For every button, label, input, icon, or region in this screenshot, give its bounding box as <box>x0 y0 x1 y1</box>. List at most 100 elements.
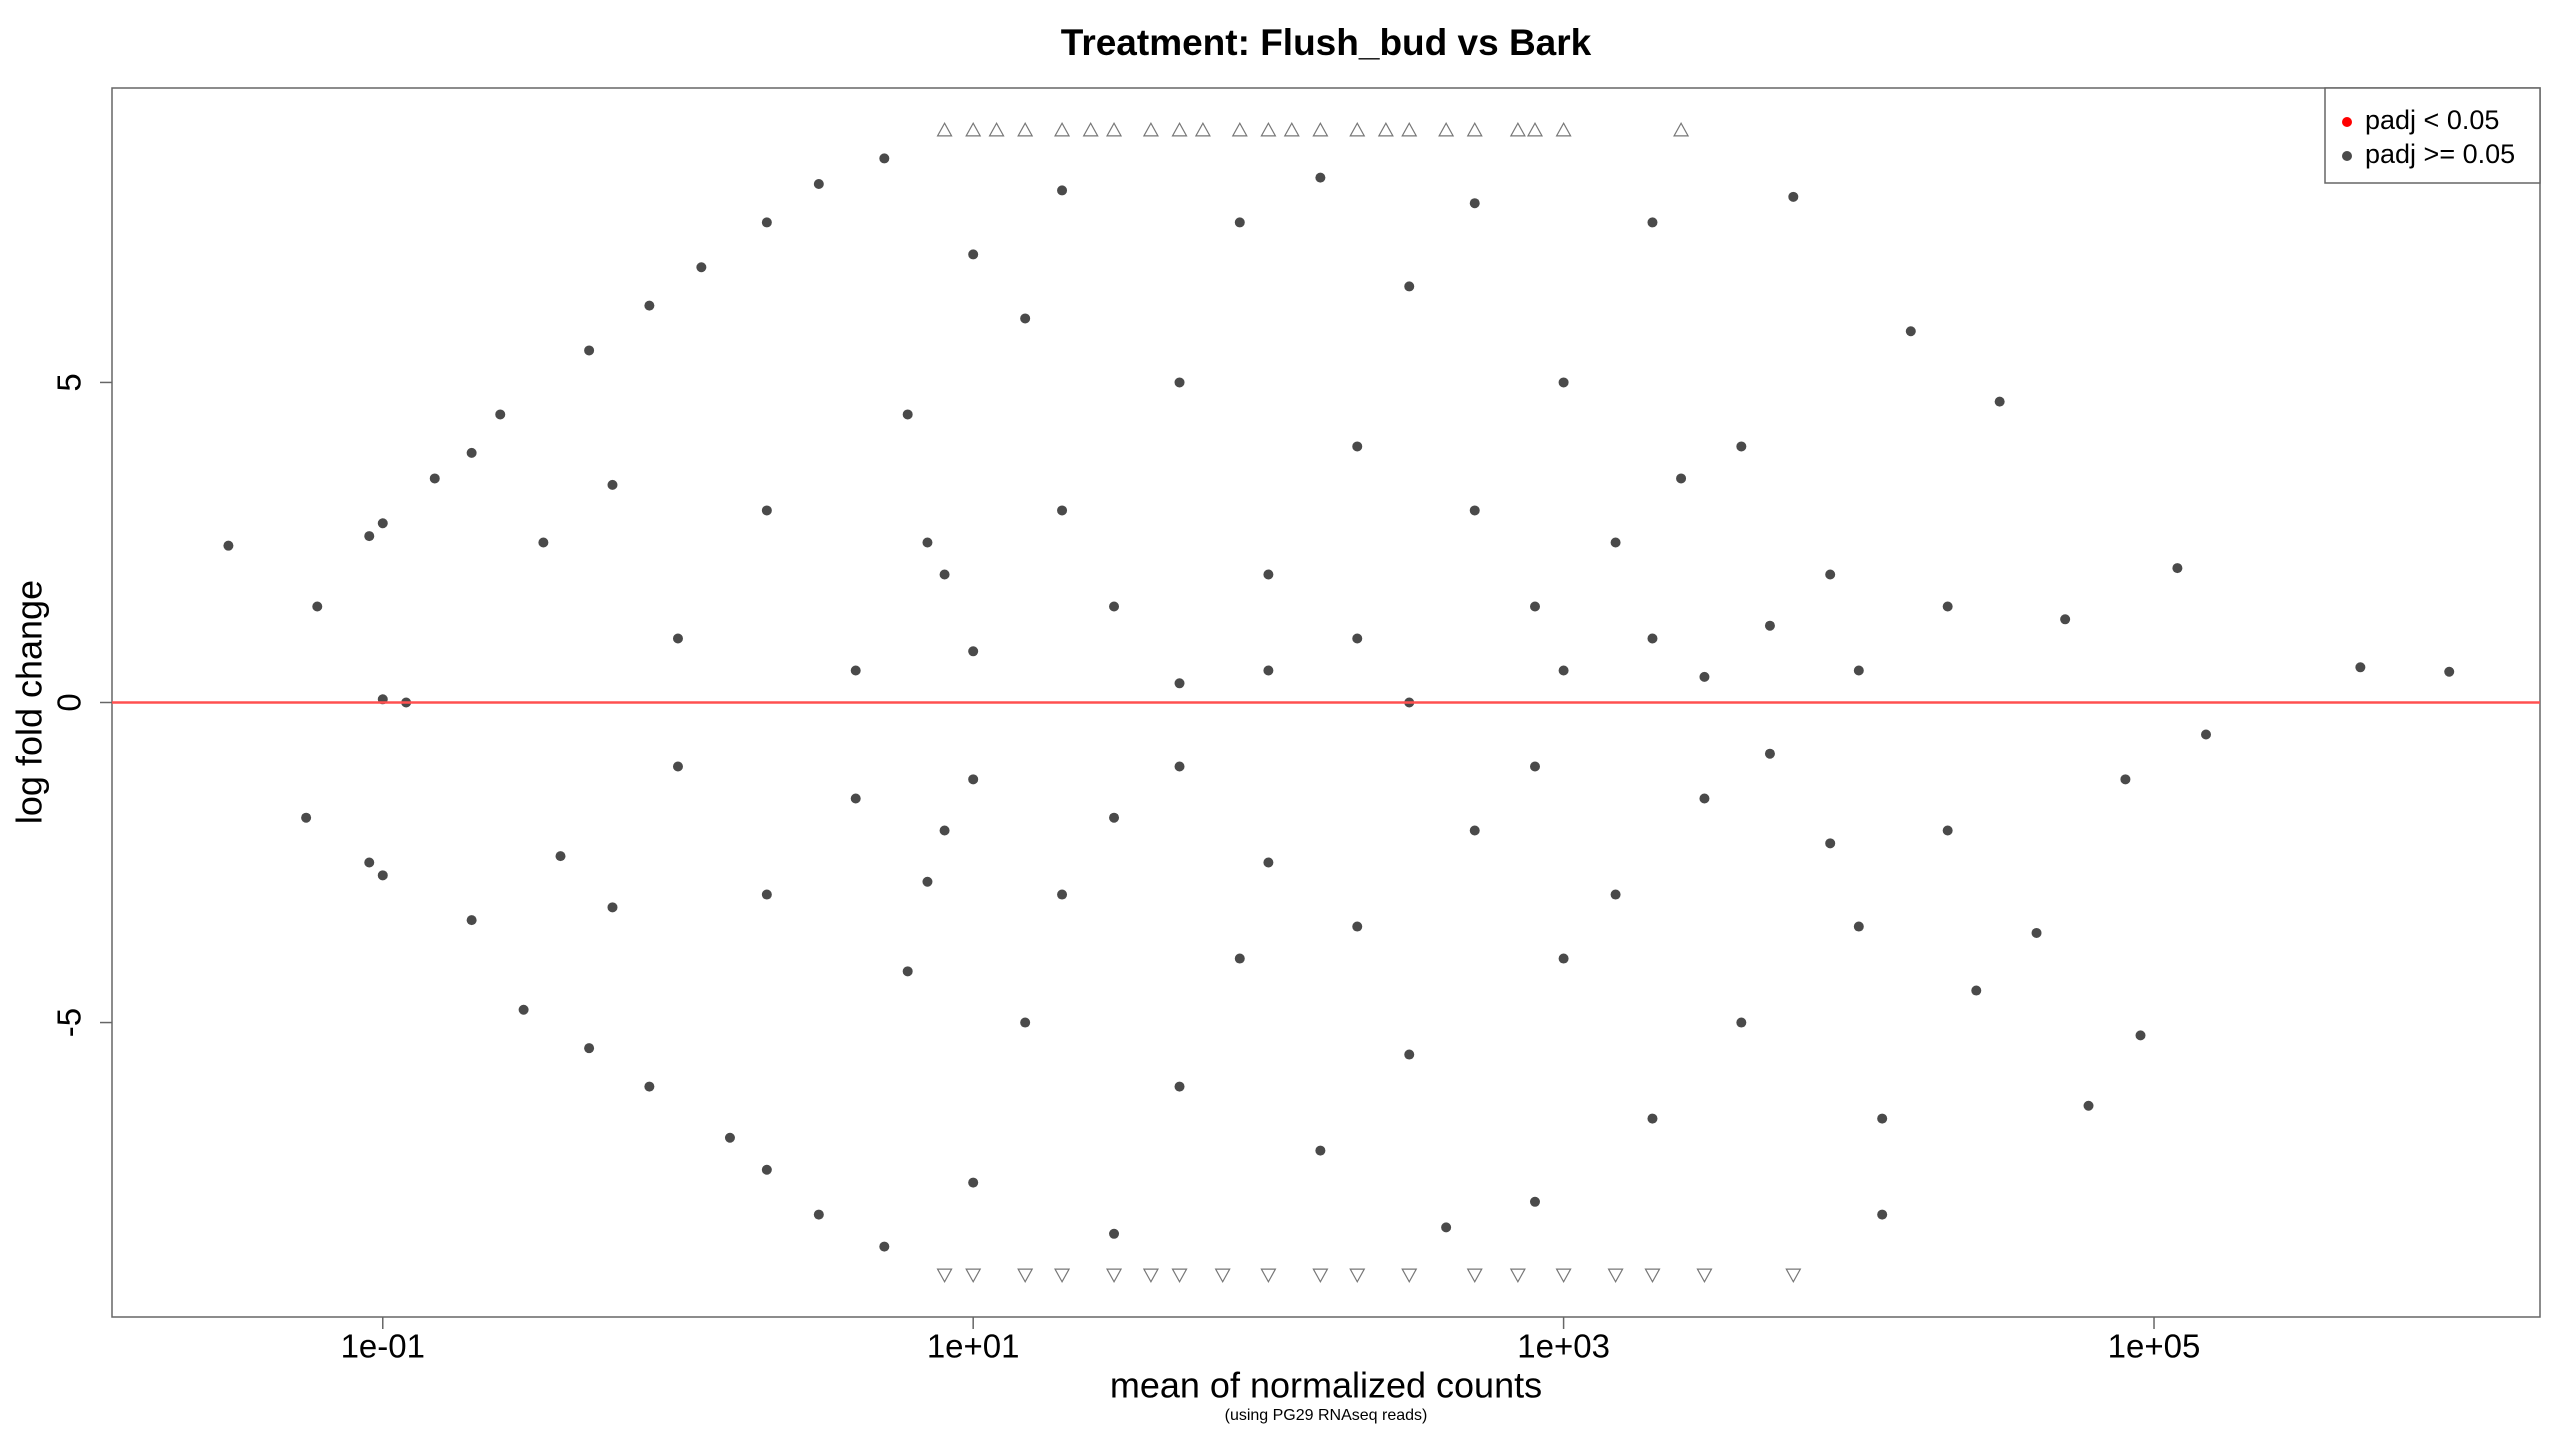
clipped-point <box>1349 1268 1366 1283</box>
point <box>1853 921 1864 932</box>
clipped-point <box>1438 122 1455 137</box>
point <box>922 876 933 887</box>
point <box>1263 569 1274 580</box>
point <box>813 1209 824 1220</box>
point <box>2083 1100 2094 1111</box>
point <box>1109 601 1120 612</box>
clipped-point <box>1466 1268 1483 1283</box>
point <box>1647 1113 1658 1124</box>
clipped-point <box>1509 122 1526 137</box>
point <box>1174 377 1185 388</box>
point <box>2444 666 2455 677</box>
point <box>1469 505 1480 516</box>
point <box>223 540 234 551</box>
chart-title: Treatment: Flush_bud vs Bark <box>1061 22 1592 63</box>
point <box>1764 748 1775 759</box>
point <box>813 179 824 190</box>
point <box>584 1043 595 1054</box>
point <box>1825 838 1836 849</box>
point <box>1109 1228 1120 1239</box>
point <box>922 537 933 548</box>
point <box>429 473 440 484</box>
point <box>1788 191 1799 202</box>
point <box>1315 172 1326 183</box>
point <box>1469 825 1480 836</box>
x-tick-label: 1e+01 <box>927 1328 1020 1365</box>
point <box>584 345 595 356</box>
clipped-point <box>1509 1268 1526 1283</box>
point <box>761 889 772 900</box>
point <box>538 537 549 548</box>
point <box>1905 326 1916 337</box>
y-tick-label: 0 <box>51 693 88 711</box>
legend-box <box>2324 87 2541 184</box>
point <box>1971 985 1982 996</box>
point <box>1174 1081 1185 1092</box>
clipped-point <box>1377 122 1394 137</box>
point <box>607 902 618 913</box>
y-tick-label: 5 <box>51 373 88 391</box>
clipped-point <box>1054 122 1071 137</box>
point <box>672 761 683 772</box>
point <box>1057 185 1068 196</box>
point <box>2120 774 2131 785</box>
point <box>1020 313 1031 324</box>
point <box>724 1132 735 1143</box>
clipped-point <box>1214 1268 1231 1283</box>
point <box>1404 281 1415 292</box>
point <box>1736 441 1747 452</box>
point <box>555 851 566 862</box>
point <box>879 153 890 164</box>
clipped-point <box>1401 1268 1418 1283</box>
point <box>364 857 375 868</box>
point <box>518 1004 529 1015</box>
clipped-point <box>1082 122 1099 137</box>
point <box>1529 601 1540 612</box>
point <box>761 1164 772 1175</box>
point <box>761 217 772 228</box>
point <box>1994 396 2005 407</box>
point <box>902 409 913 420</box>
clipped-point <box>1785 1268 1802 1283</box>
point <box>1234 953 1245 964</box>
point <box>1558 665 1569 676</box>
y-tick-label: -5 <box>51 1008 88 1037</box>
point <box>1699 671 1710 682</box>
clipped-point <box>1673 122 1690 137</box>
point <box>968 774 979 785</box>
point <box>1057 505 1068 516</box>
point <box>1610 889 1621 900</box>
clipped-point <box>936 122 953 137</box>
point <box>1877 1113 1888 1124</box>
point <box>1699 793 1710 804</box>
point <box>902 966 913 977</box>
clipped-point <box>1555 122 1572 137</box>
point <box>879 1241 890 1252</box>
point <box>761 505 772 516</box>
clipped-point <box>1555 1268 1572 1283</box>
point <box>1647 633 1658 644</box>
legend-marker <box>2342 117 2352 127</box>
x-axis-label: mean of normalized counts <box>1110 1365 1542 1406</box>
point <box>1877 1209 1888 1220</box>
clipped-point <box>1017 122 1034 137</box>
point <box>466 447 477 458</box>
point <box>1469 198 1480 209</box>
point <box>1109 812 1120 823</box>
point <box>2031 927 2042 938</box>
point <box>2201 729 2212 740</box>
point <box>2172 563 2183 574</box>
clipped-point <box>1142 122 1159 137</box>
x-axis-sublabel: (using PG29 RNAseq reads) <box>1225 1407 1428 1424</box>
point <box>850 793 861 804</box>
clipped-point <box>1106 122 1123 137</box>
point <box>939 569 950 580</box>
clipped-point <box>936 1268 953 1283</box>
clipped-point <box>1401 122 1418 137</box>
clipped-point <box>1171 1268 1188 1283</box>
clipped-point <box>1142 1268 1159 1283</box>
point <box>377 870 388 881</box>
point <box>1942 601 1953 612</box>
point <box>1020 1017 1031 1028</box>
